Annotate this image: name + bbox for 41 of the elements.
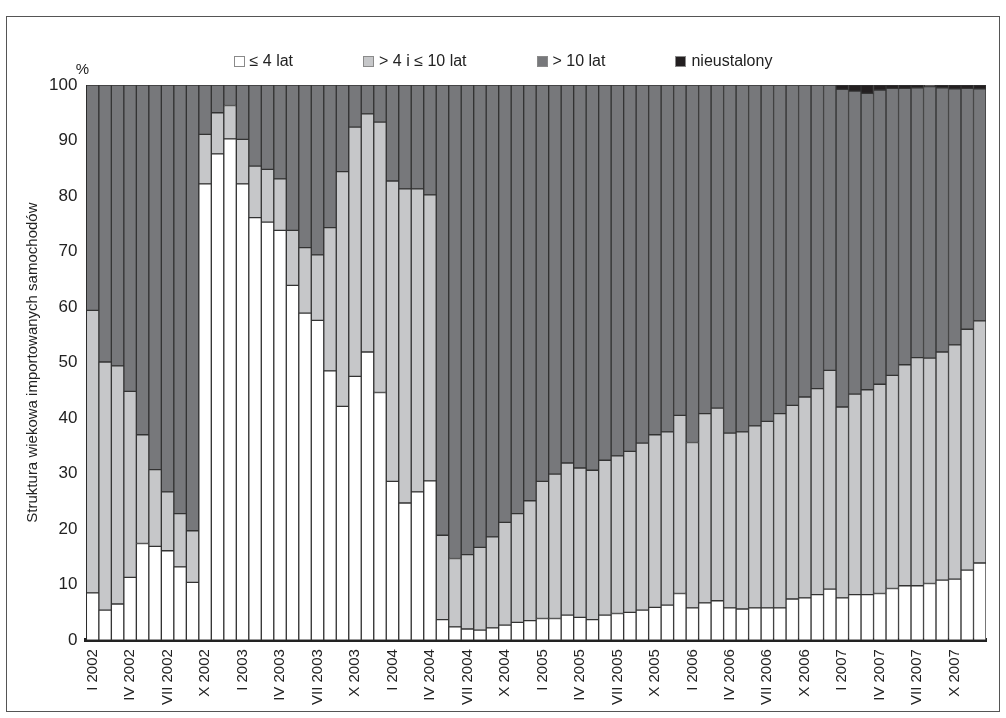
x-tick-label: IV 2007 [869,649,887,701]
x-tick-label: IV 2006 [719,649,737,701]
series-label: > 10 lat [552,52,606,70]
x-tick-label: VII 2007 [907,649,925,706]
x-tick-label: I 2003 [232,649,250,691]
y-tick-label: 20 [58,518,78,538]
x-tick-label: X 2004 [495,649,513,697]
x-tick-label: X 2007 [944,649,962,697]
y-tick-label: 100 [48,74,78,94]
x-tick-label: I 2002 [82,649,100,691]
y-tick-label: 60 [58,296,78,316]
y-tick-label: 80 [58,185,78,205]
x-tick-label: IV 2002 [120,649,138,701]
x-tick-label: VII 2006 [757,649,775,706]
x-tick-label: VII 2005 [607,649,625,706]
x-tick-label: VII 2003 [307,649,325,706]
x-tick-label: I 2004 [382,649,400,691]
x-tick-label: I 2006 [682,649,700,691]
x-tick-label: X 2006 [794,649,812,697]
legend-label: nieustalony [691,52,773,70]
y-tick-label: 50 [58,352,78,372]
y-tick-label: 30 [58,463,78,483]
y-tick-label: 10 [58,574,78,594]
text: % [75,59,90,77]
y-tick-label: 0 [67,629,78,649]
x-tick-label: X 2002 [195,649,213,697]
legend-label: > 4 i ≤ 10 lat [379,52,467,70]
x-tick-label: IV 2004 [420,649,438,701]
x-tick-label: VII 2002 [157,649,175,706]
y-tick-label: 70 [58,241,78,261]
x-tick-label: I 2007 [832,649,850,691]
x-tick-label: VII 2004 [457,649,475,706]
y-tick-label: 90 [58,130,78,150]
x-tick-label: IV 2005 [570,649,588,701]
y-axis-title: Struktura wiekowa importowanych samochodów [23,202,41,523]
legend-label: ≤ 4 lat [249,52,294,70]
x-tick-label: IV 2003 [270,649,288,701]
x-tick-label: I 2005 [532,649,550,691]
x-tick-label: X 2003 [345,649,363,697]
y-tick-label: 40 [58,407,78,427]
x-tick-label: X 2005 [645,649,663,697]
